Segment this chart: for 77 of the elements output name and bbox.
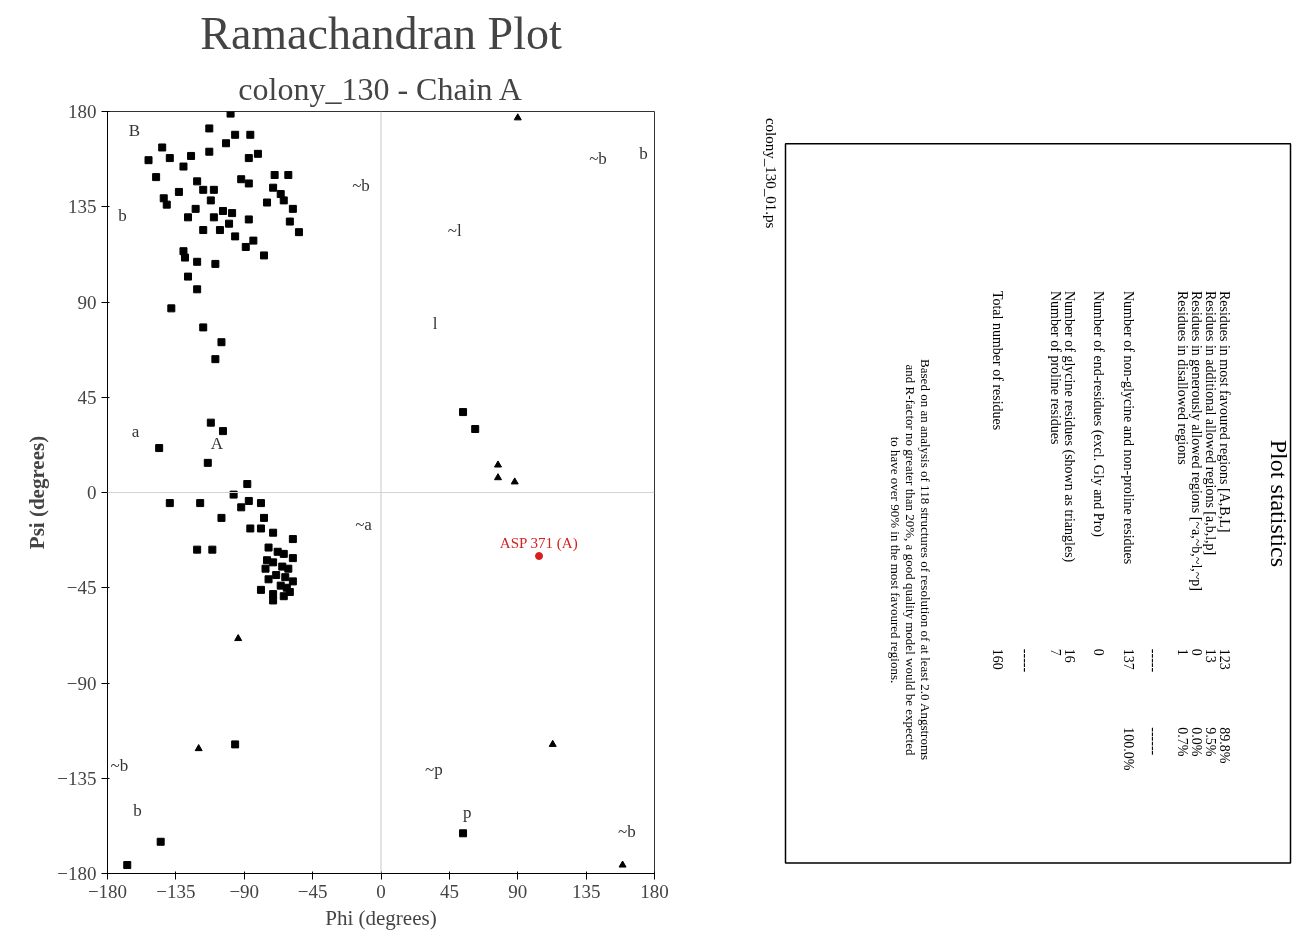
point — [513, 113, 522, 121]
x-tick-label: 0 — [376, 880, 386, 902]
text: Residues in most favoured regions [A,B,L] — [1217, 290, 1232, 533]
x-tick-label: 90 — [508, 880, 528, 902]
x-tick-label: −135 — [156, 880, 196, 902]
annotation: ASP 371 (A) — [499, 535, 578, 552]
annotation: b — [133, 800, 142, 820]
y-axis-title: Psi (degrees) — [25, 435, 50, 550]
text: ------ — [1145, 727, 1161, 756]
chart-title: Ramachandran Plot — [200, 7, 562, 59]
annotation: p — [463, 802, 472, 822]
text: 0 — [1188, 648, 1204, 656]
text: 123 — [1216, 648, 1232, 670]
y-tick-label: −45 — [66, 577, 97, 599]
annotation: B — [128, 121, 141, 141]
text: 100.0% — [1121, 727, 1136, 771]
text: Number of proline residues — [1048, 290, 1063, 445]
annotation: b — [118, 205, 127, 225]
chart-subtitle: colony_130 - Chain A — [238, 70, 522, 107]
text: Residues in disallowed regions — [1175, 290, 1190, 465]
point — [234, 634, 243, 642]
annotation: ~b — [618, 821, 636, 841]
text: 160 — [989, 648, 1005, 670]
text: 13 — [1202, 648, 1218, 663]
point — [548, 739, 557, 747]
text: ----- — [1017, 648, 1033, 673]
y-tick-label: 90 — [77, 291, 97, 313]
annotation: ~b — [589, 148, 607, 168]
text: Number of glycine residues (shown as triangles) — [1061, 290, 1077, 563]
point — [510, 477, 519, 485]
y-tick-label: −135 — [57, 767, 97, 789]
text: Based on an analysis of 118 structures of resolution of at least 2.0 Angstroms — [918, 359, 933, 761]
text: Plot statistics — [1265, 439, 1292, 568]
annotation: b — [639, 144, 648, 164]
text: 0 — [1090, 648, 1106, 656]
text: 9.5% — [1203, 727, 1218, 757]
x-axis-title: Phi (degrees) — [325, 905, 437, 930]
annotation: a — [131, 421, 140, 441]
text: Number of end-residues (excl. Gly and Pro) — [1090, 290, 1106, 538]
x-tick-label: 135 — [571, 880, 601, 902]
text: 0.7% — [1175, 727, 1190, 757]
text: Residues in additional allowed regions [a,b,l,p] — [1203, 290, 1218, 556]
point — [494, 473, 502, 481]
point — [494, 460, 502, 468]
annotation: ~a — [355, 514, 373, 534]
annotation: ~l — [447, 220, 463, 240]
x-tick-label: −45 — [297, 880, 328, 902]
annotation: ~b — [352, 176, 370, 196]
x-tick-label: −90 — [229, 880, 260, 902]
annotation: ~p — [425, 760, 443, 780]
text: 137 — [1120, 648, 1136, 670]
text: 89.8% — [1217, 727, 1232, 764]
text: Residues in generously allowed regions [~a,~b,~l,~p] — [1189, 290, 1204, 592]
text: 7 — [1047, 648, 1063, 656]
y-tick-label: 180 — [68, 101, 97, 122]
text: ----- — [1145, 648, 1161, 673]
text: 0.0% — [1189, 727, 1204, 757]
text: colony_130_01.ps — [762, 117, 779, 229]
text: and R-factor no greater than 20%, a good quality model would be expected — [903, 364, 918, 756]
annotation: l — [432, 313, 438, 333]
point — [194, 744, 203, 752]
text: to have over 90% in the most favoured regions. — [888, 436, 903, 684]
x-tick-label: 45 — [439, 880, 459, 902]
annotation: A — [210, 434, 224, 454]
y-tick-label: 0 — [87, 482, 97, 503]
text: 1 — [1174, 648, 1190, 656]
y-tick-label: 135 — [68, 196, 97, 218]
text: Number of non-glycine and non-proline residues — [1121, 290, 1136, 565]
y-tick-label: −180 — [57, 863, 97, 884]
text: 16 — [1061, 648, 1077, 663]
point — [535, 552, 544, 560]
x-tick-label: 180 — [640, 880, 669, 902]
annotation: ~b — [110, 756, 129, 776]
y-tick-label: −90 — [66, 672, 97, 694]
point — [618, 860, 627, 868]
text: Total number of residues — [990, 290, 1005, 431]
y-tick-label: 45 — [77, 386, 97, 408]
